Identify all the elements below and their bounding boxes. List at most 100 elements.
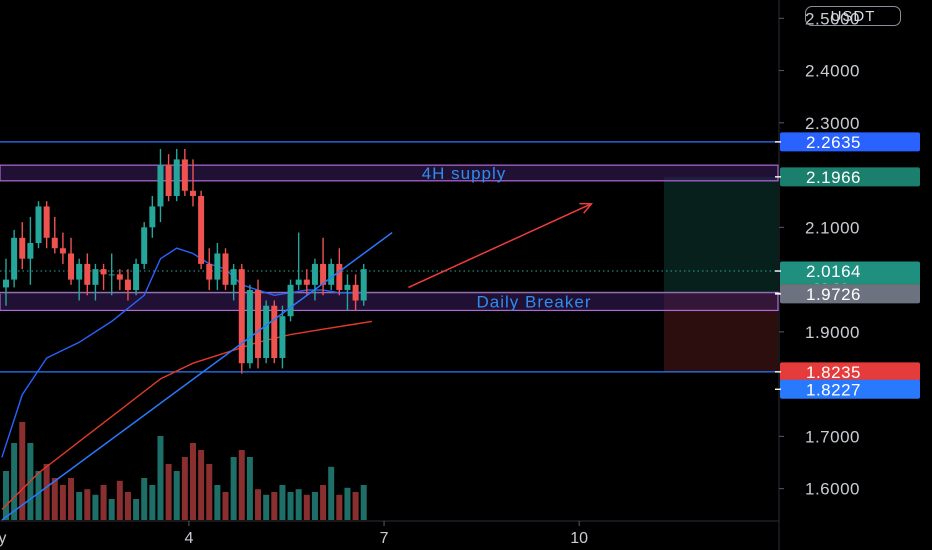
price-label-text: 1.9726 — [806, 285, 861, 304]
volume-bar — [100, 485, 107, 520]
candle-body[interactable] — [51, 237, 58, 249]
candle-body[interactable] — [157, 164, 164, 207]
candle-body[interactable] — [124, 279, 131, 291]
price-label-text: 2.2635 — [806, 133, 861, 152]
volume-bar — [303, 494, 310, 520]
volume-bar — [59, 485, 66, 520]
candle-body[interactable] — [287, 284, 294, 317]
candle-body[interactable] — [27, 243, 34, 259]
candle-body[interactable] — [141, 227, 148, 264]
zone-breaker[interactable] — [0, 291, 779, 312]
volume-bar — [206, 464, 213, 520]
candle-body[interactable] — [320, 263, 327, 285]
candle-body[interactable] — [92, 269, 99, 285]
projection-arrow[interactable] — [408, 203, 592, 289]
volume-bar — [19, 422, 26, 520]
zone-label-breaker: Daily Breaker — [476, 292, 591, 311]
candle-body[interactable] — [263, 305, 270, 358]
position-profit-zone[interactable] — [664, 176, 778, 294]
time-tick-label: 4 — [184, 530, 193, 547]
candle-body[interactable] — [344, 284, 351, 291]
candle-body[interactable] — [198, 195, 205, 264]
volume-bar — [279, 485, 286, 520]
moving-average-2[interactable] — [1, 320, 373, 510]
candle-body[interactable] — [165, 164, 172, 196]
zone-supply[interactable] — [0, 164, 779, 182]
volume-bar — [255, 489, 262, 520]
time-tick-label: 10 — [570, 530, 588, 547]
candle-body[interactable] — [100, 269, 107, 275]
candle-body[interactable] — [116, 274, 123, 280]
price-label-text: 1.8235 — [806, 363, 861, 382]
volume-bar — [173, 471, 180, 520]
arrow-head — [579, 202, 593, 214]
currency-unit-badge[interactable]: USDT — [805, 6, 901, 26]
price-tick-label: 1.6000 — [805, 480, 860, 499]
candle-body[interactable] — [76, 263, 83, 280]
time-tick-label: ay — [0, 530, 6, 547]
candle-body[interactable] — [311, 263, 318, 285]
volume-bar — [328, 466, 335, 520]
candle-body[interactable] — [108, 274, 115, 276]
volume-bar — [43, 464, 50, 520]
volume-bar — [11, 443, 18, 520]
candle-body[interactable] — [3, 279, 9, 288]
uptrend-line[interactable] — [1, 231, 393, 521]
candle-body[interactable] — [295, 279, 302, 285]
candle-body[interactable] — [360, 269, 367, 301]
price-label-box[interactable] — [780, 379, 920, 399]
candle-body[interactable] — [279, 316, 286, 358]
volume-bar — [149, 485, 156, 520]
time-tick-label: 7 — [380, 530, 389, 547]
volume-bar — [263, 494, 270, 520]
candle-body[interactable] — [222, 253, 229, 285]
volume-bar — [352, 492, 359, 520]
candle-body[interactable] — [43, 206, 50, 238]
candle-body[interactable] — [206, 263, 213, 280]
candle-body[interactable] — [19, 237, 26, 259]
candle-body[interactable] — [328, 263, 335, 285]
volume-bar — [181, 457, 188, 520]
candle-body[interactable] — [68, 253, 75, 280]
candle-body[interactable] — [35, 206, 42, 244]
volume-bar — [116, 480, 123, 520]
volume-bar — [311, 492, 318, 520]
candle-body[interactable] — [255, 290, 262, 358]
zone-label-supply: 4H supply — [422, 164, 507, 183]
candle-body[interactable] — [303, 279, 310, 285]
candle-body[interactable] — [11, 237, 18, 280]
volume-bar — [108, 499, 115, 520]
price-label-box[interactable] — [780, 167, 920, 187]
candle-body[interactable] — [246, 290, 253, 364]
volume-bar — [336, 494, 343, 520]
price-label-box[interactable] — [780, 284, 920, 304]
price-label-box[interactable] — [780, 362, 920, 382]
candle-body[interactable] — [238, 269, 245, 364]
volume-bar — [35, 471, 42, 520]
candle-body[interactable] — [181, 159, 188, 191]
candle-body[interactable] — [173, 159, 180, 196]
volume-bar — [214, 485, 221, 520]
price-label-box[interactable] — [780, 132, 920, 152]
volume-bar — [230, 457, 237, 520]
candle-body[interactable] — [59, 248, 66, 254]
candle-body[interactable] — [189, 190, 196, 196]
volume-bar — [84, 489, 91, 520]
candle-body[interactable] — [133, 263, 140, 291]
volume-bar — [76, 492, 83, 520]
price-label-text: 2.0164 — [806, 262, 861, 281]
price-tick-label: 1.9000 — [805, 323, 860, 342]
candle-body[interactable] — [230, 269, 237, 285]
volume-bar — [271, 492, 278, 520]
volume-bar — [320, 485, 327, 520]
candle-body[interactable] — [352, 284, 359, 301]
candle-body[interactable] — [271, 305, 278, 358]
candle-body[interactable] — [84, 263, 91, 285]
candle-body[interactable] — [336, 263, 343, 291]
candle-body[interactable] — [214, 253, 221, 280]
volume-bar — [51, 478, 58, 520]
candle-body[interactable] — [149, 206, 156, 228]
volume-bar — [238, 450, 245, 520]
price-label-text: 2.1966 — [806, 168, 861, 187]
